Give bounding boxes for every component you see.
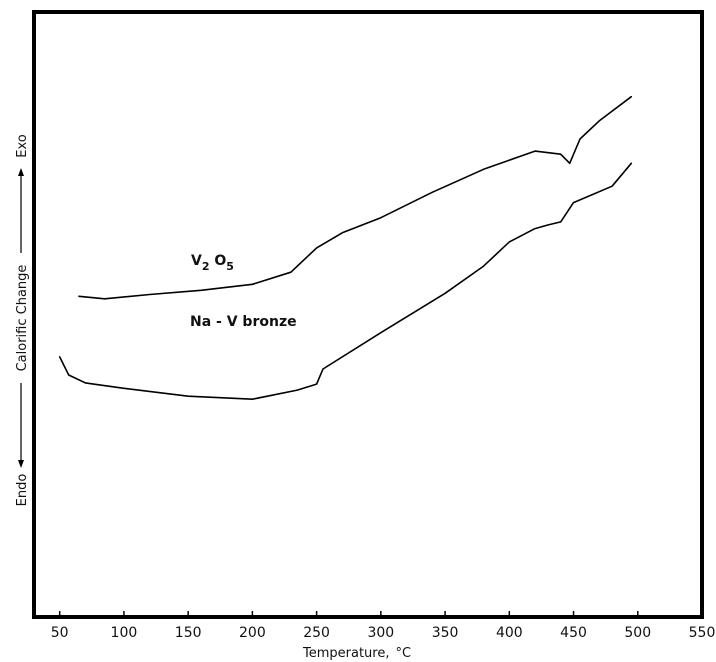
series-label-na-v-bronze: Na - V bronze <box>190 314 297 330</box>
x-tick-label: 150 <box>175 625 202 641</box>
x-axis-ticks: 50 100 150 200 250 300 350 400 450 500 550 <box>51 611 716 641</box>
x-tick-label: 500 <box>624 625 651 641</box>
x-tick-label: 50 <box>51 625 69 641</box>
x-tick-label: 450 <box>560 625 587 641</box>
plot-frame <box>32 10 704 619</box>
y-label-exo: Exo <box>15 134 30 158</box>
y-label-right-arrowhead <box>18 168 24 176</box>
x-tick-label: 400 <box>496 625 523 641</box>
series-label-v2o5: V2 O5 <box>191 253 234 273</box>
x-tick-label: 550 <box>689 625 716 641</box>
x-axis-title: Temperature, °C <box>302 646 411 661</box>
x-tick-label: 100 <box>111 625 138 641</box>
series-group <box>58 95 633 400</box>
x-tick-label: 300 <box>367 625 394 641</box>
series-line-na-v-bronze <box>58 162 633 400</box>
y-label-endo: Endo <box>15 474 30 507</box>
y-label-left-arrowhead <box>18 460 24 468</box>
series-line-v2o5 <box>78 95 633 300</box>
y-axis-title: Endo Calorific Change Exo <box>15 134 30 506</box>
x-tick-label: 200 <box>239 625 266 641</box>
x-tick-label: 250 <box>303 625 330 641</box>
y-label-calorific-change: Calorific Change <box>15 265 30 372</box>
x-tick-label: 350 <box>432 625 459 641</box>
